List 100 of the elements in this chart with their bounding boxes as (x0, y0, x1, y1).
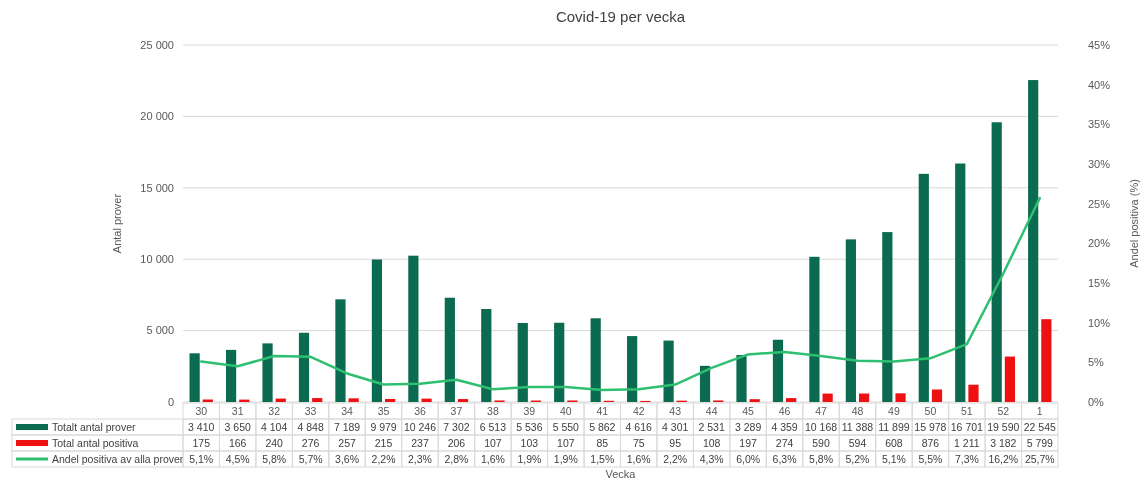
data-label: 103 (520, 436, 539, 449)
y2-axis-title: Andel positiva (%) (1128, 179, 1140, 268)
y-tick-label: 20 000 (140, 110, 174, 123)
bar (822, 393, 833, 402)
data-label: 276 (301, 436, 320, 449)
data-label: 5,1% (189, 452, 214, 465)
bar (262, 343, 273, 402)
data-label: 6,3% (772, 452, 797, 465)
x-tick-label: 47 (815, 404, 828, 417)
data-label: 4 301 (662, 420, 689, 433)
data-label: 5 550 (552, 420, 580, 433)
data-label: 5,7% (298, 452, 323, 465)
legend-label: Totalt antal prover (52, 420, 136, 433)
data-label: 1 211 (954, 436, 980, 449)
y2-tick-label: 25% (1088, 197, 1111, 210)
data-label: 5 862 (589, 420, 616, 433)
bar (225, 349, 237, 402)
bar (895, 393, 906, 402)
data-label: 11 388 (841, 420, 874, 433)
data-label: 3 650 (224, 420, 251, 433)
data-label: 5,2% (845, 452, 870, 465)
x-tick-label: 51 (961, 404, 973, 417)
bar (335, 299, 346, 402)
x-tick-label: 49 (888, 404, 900, 417)
data-label: 2,8% (444, 452, 469, 465)
y2-tick-label: 40% (1088, 78, 1111, 91)
x-tick-label: 35 (377, 404, 390, 417)
data-label: 85 (596, 436, 609, 449)
data-label: 2 531 (698, 420, 725, 433)
data-label: 2,2% (663, 452, 688, 465)
y-tick-label: 10 000 (140, 253, 174, 266)
bar (1004, 356, 1016, 402)
data-label: 2,3% (408, 452, 432, 465)
data-label: 5,1% (881, 452, 906, 465)
line-series (199, 196, 1042, 392)
x-tick-label: 39 (523, 404, 536, 417)
data-label: 590 (812, 436, 830, 449)
data-label: 175 (192, 436, 211, 449)
x-tick-label: 34 (341, 404, 354, 417)
y2-tick-label: 30% (1088, 157, 1111, 170)
data-label: 1,6% (626, 452, 651, 465)
bar (968, 384, 979, 402)
data-label: 25,7% (1024, 452, 1055, 465)
data-label: 5,5% (918, 452, 943, 465)
x-tick-label: 46 (778, 404, 791, 417)
y-tick-label: 25 000 (140, 38, 174, 51)
data-label: 107 (484, 436, 502, 449)
bar (348, 398, 359, 402)
x-tick-label: 1 (1036, 404, 1043, 417)
bar (457, 399, 469, 402)
data-label: 274 (775, 436, 794, 449)
bar (845, 239, 856, 402)
data-label: 5 799 (1026, 436, 1054, 449)
x-tick-label: 30 (195, 404, 208, 417)
bar (955, 163, 966, 402)
data-label: 166 (228, 436, 247, 449)
data-label: 3,6% (335, 452, 360, 465)
bar (517, 322, 528, 402)
data-label: 6 513 (479, 420, 507, 433)
x-tick-label: 32 (268, 404, 281, 417)
data-label: 5,8% (262, 452, 287, 465)
data-label: 7,3% (954, 452, 979, 465)
data-label: 107 (557, 436, 575, 449)
x-tick-label: 43 (669, 404, 682, 417)
x-tick-label: 37 (450, 404, 463, 417)
bar (931, 389, 943, 402)
bar (408, 255, 419, 402)
bar (312, 398, 323, 402)
data-label: 4,5% (225, 452, 250, 465)
x-tick-label: 40 (559, 404, 572, 417)
data-label: 876 (921, 436, 940, 449)
bar (481, 308, 492, 402)
data-label: 3 410 (188, 420, 215, 433)
x-tick-label: 42 (632, 404, 645, 417)
data-label: 9 979 (370, 420, 397, 433)
bar (590, 318, 601, 402)
bar (736, 355, 747, 402)
x-tick-label: 50 (924, 404, 937, 417)
bar (1028, 80, 1039, 402)
bar (882, 232, 893, 402)
data-label: 3 182 (990, 436, 1017, 449)
x-tick-label: 48 (851, 404, 864, 417)
data-label: 1,9% (553, 452, 578, 465)
x-tick-label: 36 (414, 404, 426, 417)
data-label: 5 536 (516, 420, 543, 433)
x-tick-label: 44 (705, 404, 718, 417)
x-tick-label: 31 (231, 404, 244, 417)
x-tick-label: 33 (304, 404, 317, 417)
data-label: 4 848 (297, 420, 324, 433)
data-label: 10 168 (804, 420, 838, 433)
data-label: 215 (374, 436, 393, 449)
x-tick-label: 52 (997, 404, 1010, 417)
y-tick-label: 15 000 (140, 181, 174, 194)
y2-tick-label: 45% (1088, 38, 1111, 51)
data-label: 5,8% (809, 452, 833, 465)
y2-tick-label: 10% (1088, 316, 1111, 329)
data-label: 16,2% (988, 452, 1019, 465)
bar (189, 353, 200, 402)
data-label: 1,9% (517, 452, 542, 465)
y2-tick-label: 5% (1088, 356, 1105, 369)
